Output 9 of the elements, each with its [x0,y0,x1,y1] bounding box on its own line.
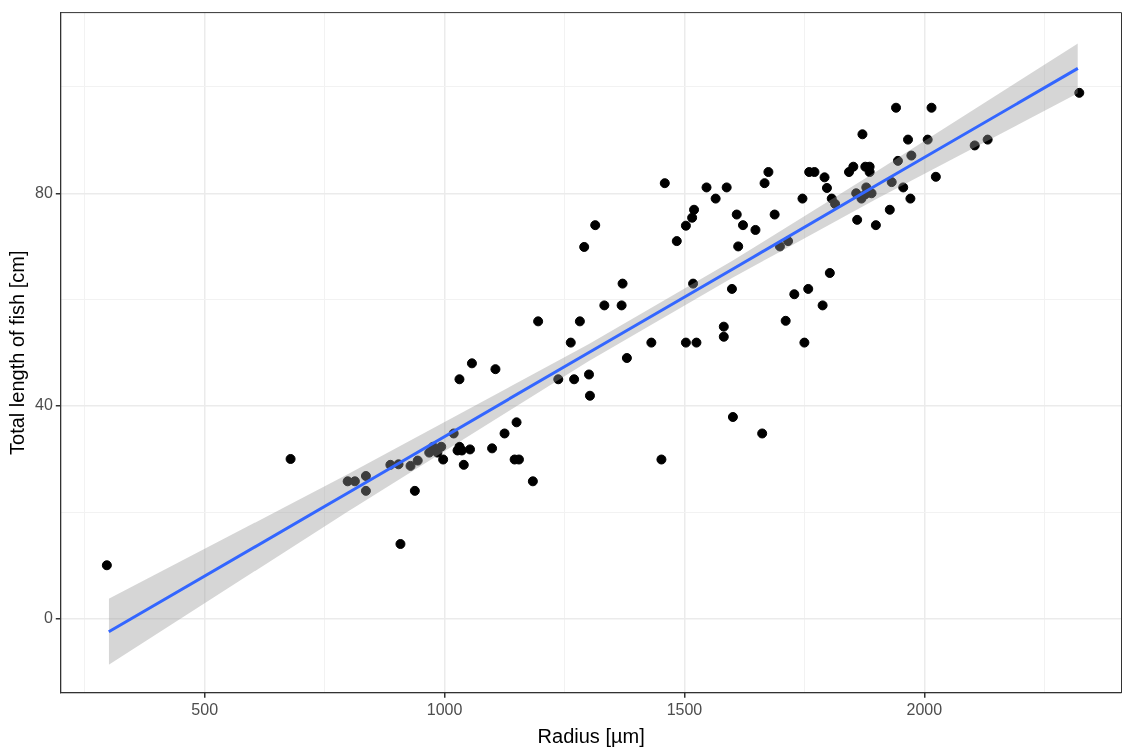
y-axis-title: Total length of fish [cm] [5,250,28,455]
x-tick-label: 1000 [426,700,463,718]
x-axis-title: Radius [µm] [537,724,645,747]
x-tick-label: 500 [191,700,219,718]
y-tick-label: 0 [43,608,53,626]
x-tick-label: 2000 [906,700,943,718]
x-tick-label: 1500 [666,700,703,718]
y-tick-label: 40 [35,396,53,414]
y-tick-label: 80 [35,183,53,201]
